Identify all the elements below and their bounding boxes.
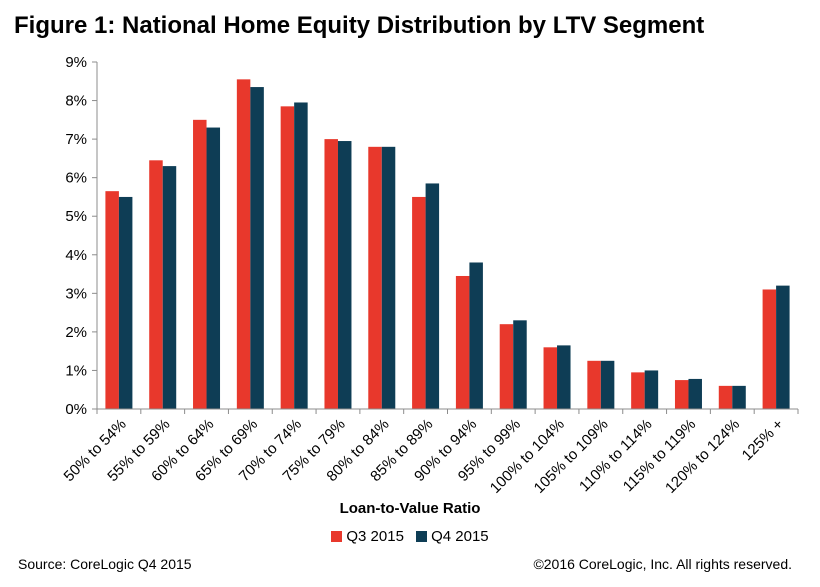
y-axis: 0% 1% 2% 3% 4% 5% 6% 7% 8% 9% <box>65 54 98 418</box>
bar-q3 <box>193 119 207 409</box>
bar-q3 <box>412 196 426 409</box>
legend-item-q4: Q4 2015 <box>416 528 489 545</box>
bar-q4 <box>513 320 527 409</box>
bars <box>105 79 790 410</box>
legend-item-q3: Q3 2015 <box>331 528 404 545</box>
bar-q4 <box>381 146 396 410</box>
y-tick-label: 1% <box>65 362 87 379</box>
y-tick-label: 4% <box>65 247 87 264</box>
legend-label-q3: Q3 2015 <box>346 528 404 545</box>
bar-q4 <box>600 360 615 409</box>
bar-q4 <box>294 102 308 409</box>
bar-q3 <box>631 372 645 409</box>
bar-q4 <box>162 166 177 409</box>
bar-q3 <box>368 146 382 410</box>
y-tick-label: 8% <box>65 93 87 110</box>
bar-q3 <box>499 324 514 409</box>
bar-q3 <box>280 106 295 409</box>
bar-q4 <box>250 87 264 410</box>
bar-q3 <box>587 360 601 409</box>
y-tick-label: 0% <box>65 401 87 418</box>
bar-q3 <box>149 160 163 409</box>
bar-q4 <box>469 262 483 409</box>
y-tick-label: 7% <box>65 131 87 148</box>
legend: Q3 2015 Q4 2015 <box>0 528 820 545</box>
bar-q3 <box>236 79 251 409</box>
bar-q4 <box>425 183 440 409</box>
y-tick-label: 6% <box>65 170 87 187</box>
bar-q4 <box>118 196 133 409</box>
bar-q4 <box>776 285 790 409</box>
x-tick-label: 125% + <box>739 416 787 464</box>
x-axis: 50% to 54%55% to 59%60% to 64%65% to 69%… <box>61 408 799 497</box>
bar-q4 <box>688 378 702 409</box>
y-tick-label: 2% <box>65 324 87 341</box>
bar-q3 <box>455 275 470 409</box>
y-tick-label: 5% <box>65 208 87 225</box>
bar-q4 <box>644 370 659 409</box>
legend-label-q4: Q4 2015 <box>431 528 489 545</box>
legend-swatch-q3 <box>331 531 343 542</box>
y-tick-label: 3% <box>65 285 87 302</box>
chart-title: Figure 1: National Home Equity Distribut… <box>14 12 705 39</box>
bar-q3 <box>324 139 338 409</box>
bar-q4 <box>337 141 352 410</box>
legend-swatch-q4 <box>416 531 428 542</box>
bar-q3 <box>762 289 777 409</box>
bar-q3 <box>674 380 689 409</box>
bar-q3 <box>718 385 733 409</box>
copyright-note: ©2016 CoreLogic, Inc. All rights reserve… <box>533 556 792 572</box>
x-axis-label: Loan-to-Value Ratio <box>339 500 481 517</box>
bar-q3 <box>105 191 119 409</box>
source-note: Source: CoreLogic Q4 2015 <box>18 556 192 572</box>
bar-q3 <box>543 347 558 409</box>
bar-q4 <box>732 385 746 409</box>
bar-q4 <box>206 127 221 410</box>
bar-q4 <box>557 345 571 409</box>
y-tick-label: 9% <box>65 54 87 71</box>
